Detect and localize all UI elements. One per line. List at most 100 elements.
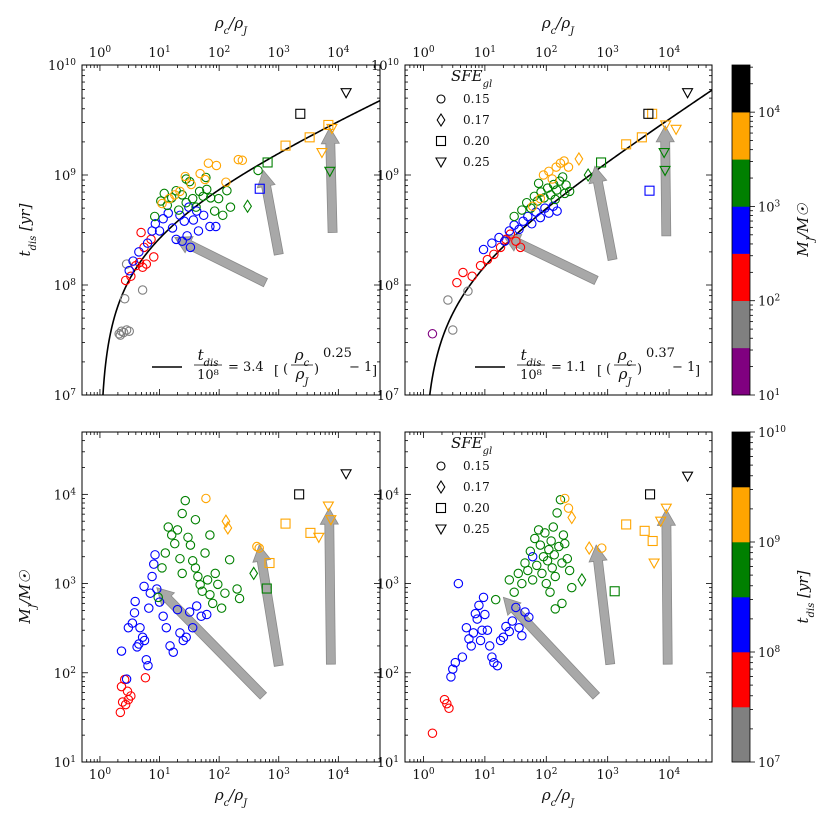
x-tick-label: 101	[148, 767, 170, 783]
data-point-triangle	[340, 469, 353, 480]
data-point-circle	[524, 612, 534, 622]
data-point-circle	[552, 206, 562, 216]
data-point-circle	[474, 600, 484, 611]
data-point-diamond	[584, 541, 594, 556]
data-point-circle	[498, 632, 509, 643]
colorbar-tick-label: 107	[758, 755, 781, 771]
x-axis-label-top-part: J	[241, 26, 248, 37]
colorbar-tick-label: 104	[758, 105, 781, 121]
colorbar-tick-label-part: 10	[775, 425, 787, 435]
data-point-circle	[196, 611, 206, 622]
data-point-square	[647, 108, 658, 119]
colorbar-frame	[731, 64, 751, 396]
colorbar-tick-label-part: 8	[775, 645, 781, 655]
legend-label: 0.25	[463, 522, 490, 536]
data-point-circle	[193, 571, 203, 582]
x-tick-label-top-part: 1	[490, 45, 496, 55]
y-axis-label-bottom: MJ/M☉	[16, 570, 39, 625]
y-tick-label-part: 10	[54, 279, 71, 294]
fit-rho-c-part: c	[627, 358, 633, 369]
data-point-circle	[523, 565, 533, 576]
gray-arrow	[502, 234, 599, 286]
data-point-circle	[527, 219, 537, 229]
data-point-circle	[533, 178, 544, 189]
data-point-circle	[190, 563, 201, 573]
x-axis-label-top-part: ρ	[541, 14, 551, 32]
fit-denom: 10⁸	[520, 368, 542, 383]
x-tick-label-top-part: 2	[225, 45, 231, 55]
data-point-circle	[117, 697, 128, 707]
y-tick-label: 103	[377, 577, 400, 593]
x-tick-label-top: 102	[535, 45, 557, 61]
x-tick-label-part: 2	[552, 767, 558, 777]
data-point-circle	[121, 674, 132, 684]
data-point-triangle	[340, 88, 353, 99]
y-tick-label-part: 10	[377, 279, 394, 294]
y-tick-label-part: 9	[70, 168, 76, 178]
data-point-circle	[130, 596, 140, 607]
x-tick-label-part: 1	[165, 767, 171, 777]
data-point-circle	[119, 293, 130, 304]
y-axis-label-bottom-part: /M☉	[16, 570, 34, 606]
data-point-diamond	[221, 514, 231, 529]
x-tick-label-part: 2	[225, 767, 231, 777]
colorbar-tick-label-part: 7	[775, 755, 781, 765]
data-point-diamond	[583, 167, 593, 183]
y-tick-label: 1010	[371, 58, 399, 74]
data-point-square	[596, 157, 607, 168]
data-point-square	[304, 132, 315, 143]
data-point-circle	[526, 203, 536, 213]
legend-title: SFEgl	[451, 67, 492, 90]
data-point-square	[280, 518, 291, 529]
data-point-circle	[139, 635, 150, 646]
data-point-triangle	[648, 558, 661, 570]
data-point-circle	[150, 550, 160, 560]
x-tick-label: 103	[268, 767, 291, 783]
fit-rho-j-part: ρ	[618, 365, 628, 383]
gray-arrow	[656, 508, 677, 665]
data-point-circle	[559, 156, 569, 166]
x-tick-label-top-part: 0	[429, 45, 435, 55]
data-point-circle	[163, 208, 174, 218]
fit-bracket-open: [	[597, 364, 602, 379]
y-tick-label: 108	[54, 278, 77, 294]
data-point-circle	[444, 703, 454, 714]
y-tick-label-part: 8	[393, 278, 399, 288]
fit-coef: = 3.4	[228, 360, 264, 375]
data-point-circle	[126, 691, 136, 701]
x-tick-label-part: 0	[429, 767, 435, 777]
data-point-circle	[234, 593, 245, 604]
data-point-circle	[466, 641, 477, 651]
data-point-square	[621, 139, 632, 150]
legend-label: 0.20	[463, 501, 490, 515]
data-point-circle	[137, 285, 148, 295]
data-point-circle	[535, 540, 546, 550]
data-point-circle	[533, 525, 544, 535]
fit-num: tdis	[198, 346, 219, 369]
x-tick-label-part: 10	[597, 768, 614, 783]
data-point-circle	[442, 698, 452, 709]
legend-marker-diamond	[436, 112, 446, 128]
fit-denom: 10⁸	[197, 368, 219, 383]
data-point-circle	[160, 548, 171, 558]
data-point-square	[636, 132, 647, 143]
data-point-circle	[166, 530, 177, 540]
data-point-circle	[154, 597, 165, 607]
data-point-circle	[561, 180, 571, 190]
legend-title-part: SFE	[451, 434, 483, 452]
data-point-circle	[170, 190, 180, 200]
data-point-circle	[159, 188, 170, 199]
x-axis-label-top: ρc/ρJ	[541, 14, 575, 37]
fit-minus-one: − 1	[349, 360, 372, 375]
data-point-circle	[187, 193, 198, 204]
x-tick-label-top-part: 10	[474, 46, 491, 61]
x-tick-label-top-part: 2	[552, 45, 558, 55]
data-point-circle	[560, 538, 570, 549]
data-point-circle	[172, 525, 183, 535]
data-point-triangle	[659, 120, 672, 132]
data-point-square	[621, 519, 632, 530]
colorbar-tick-label: 102	[758, 294, 780, 310]
data-point-triangle	[315, 147, 328, 159]
gray-arrow	[319, 507, 339, 665]
